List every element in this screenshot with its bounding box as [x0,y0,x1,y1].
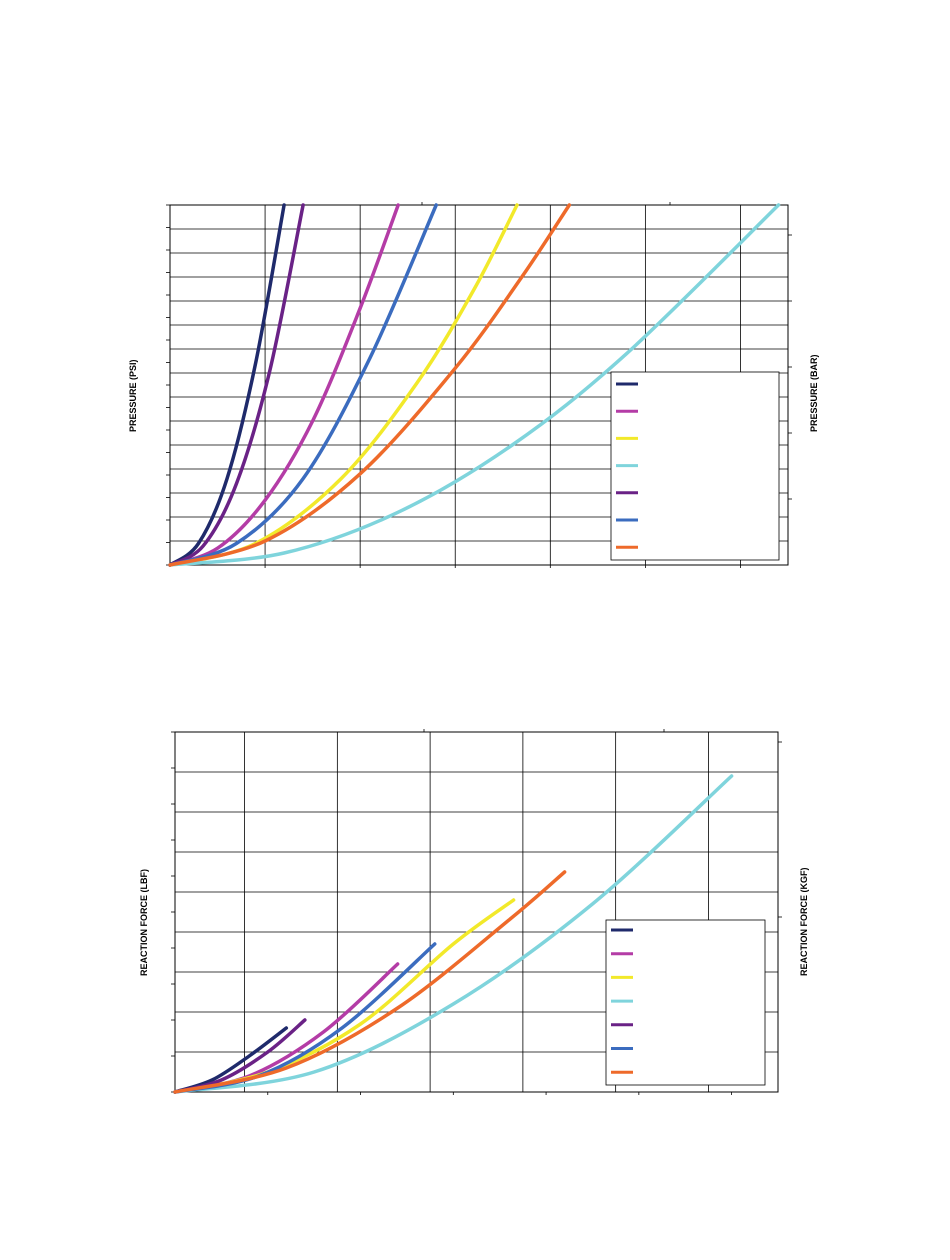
series-line-2 [168,203,400,567]
series-line-6 [168,203,438,567]
legend-box [610,371,780,561]
series-line-7 [168,203,572,567]
series-line-4 [173,774,734,1094]
reaction-force-lbf-axis-label: REACTION FORCE (LBF) [139,869,149,976]
series-line-5 [168,203,305,567]
series-line-7 [173,870,567,1094]
series-line-4 [168,203,781,567]
pressure-psi-axis-label: PRESSURE (PSI) [128,359,138,432]
series-line-1 [168,203,286,567]
reaction-force-kgf-axis-label: REACTION FORCE (KGF) [799,867,809,977]
pressure-bar-axis-label: PRESSURE (BAR) [809,354,819,432]
